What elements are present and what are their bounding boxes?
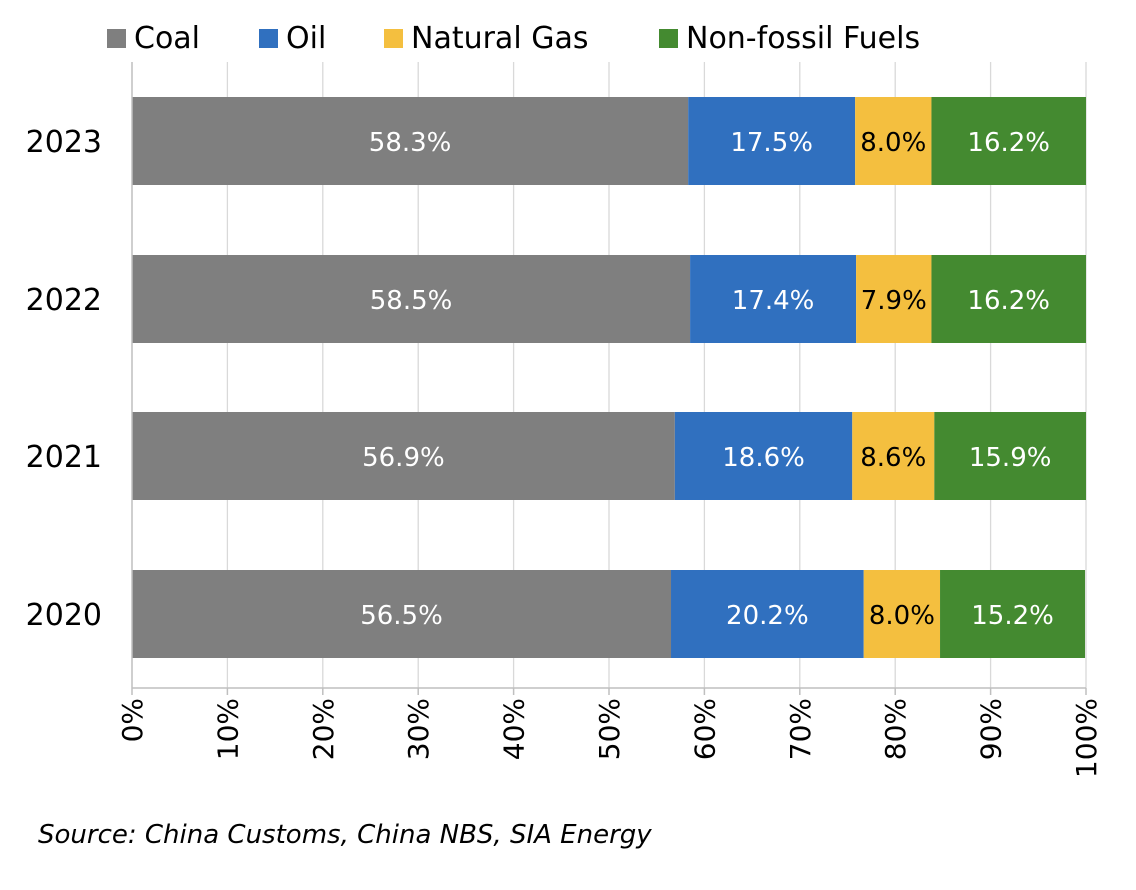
- legend-swatch-coal: [107, 29, 126, 48]
- data-label-oil-2023: 17.5%: [730, 128, 813, 158]
- x-tick-label-20: 20%: [307, 698, 340, 760]
- data-label-non-fossil-fuels-2023: 16.2%: [967, 128, 1050, 158]
- legend-label-coal: Coal: [134, 21, 200, 56]
- y-axis-categories: 2023 2022 2021 2020: [26, 125, 102, 633]
- data-label-non-fossil-fuels-2020: 15.2%: [971, 601, 1054, 631]
- data-label-natural-gas-2022: 7.9%: [861, 286, 927, 316]
- source-note: Source: China Customs, China NBS, SIA En…: [38, 820, 652, 850]
- bar-coal-2020: [132, 570, 672, 658]
- data-label-natural-gas-2020: 8.0%: [869, 601, 935, 631]
- bar-coal-2022: [132, 255, 691, 343]
- data-label-non-fossil-fuels-2021: 15.9%: [969, 443, 1052, 473]
- x-axis: 0% 10% 20% 30% 40% 50% 60% 70% 80% 90% 100%: [116, 62, 1103, 778]
- bar-non-fossil-fuels-2023: [931, 97, 1086, 185]
- legend-label-natural-gas: Natural Gas: [411, 21, 588, 56]
- bar-natural-gas-2021: [852, 412, 935, 500]
- bar-natural-gas-2023: [855, 97, 932, 185]
- data-label-oil-2022: 17.4%: [732, 286, 815, 316]
- x-tick-label-60: 60%: [688, 698, 721, 760]
- bar-non-fossil-fuels-2021: [934, 412, 1086, 500]
- stacked-bars: 58.3% 17.5% 8.0% 16.2% 58.5% 17.4% 7.9% 16.2% 56…: [132, 97, 1086, 658]
- bar-oil-2023: [688, 97, 856, 185]
- legend-swatch-non-fossil-fuels: [659, 29, 678, 48]
- data-label-coal-2020: 56.5%: [360, 601, 443, 631]
- x-tick-label-10: 10%: [211, 698, 244, 760]
- legend-label-non-fossil-fuels: Non-fossil Fuels: [686, 21, 920, 56]
- x-tick-label-80: 80%: [879, 698, 912, 760]
- x-tick-label-50: 50%: [593, 698, 626, 760]
- data-label-oil-2020: 20.2%: [726, 601, 809, 631]
- data-label-non-fossil-fuels-2022: 16.2%: [967, 286, 1050, 316]
- energy-mix-chart: 58.3% 17.5% 8.0% 16.2% 58.5% 17.4% 7.9% 16.2% 56…: [26, 21, 1103, 778]
- data-label-coal-2021: 56.9%: [362, 443, 445, 473]
- x-tick-label-100: 100%: [1070, 698, 1103, 778]
- legend-label-oil: Oil: [286, 21, 326, 56]
- category-label-2023: 2023: [26, 125, 102, 160]
- category-label-2022: 2022: [26, 283, 102, 318]
- bar-coal-2023: [132, 97, 689, 185]
- legend-swatch-natural-gas: [384, 29, 403, 48]
- bar-coal-2021: [132, 412, 675, 500]
- data-label-coal-2022: 58.5%: [370, 286, 453, 316]
- bar-natural-gas-2022: [856, 255, 932, 343]
- x-tick-label-90: 90%: [975, 698, 1008, 760]
- data-label-oil-2021: 18.6%: [722, 443, 805, 473]
- bar-oil-2021: [674, 412, 853, 500]
- x-tick-label-40: 40%: [498, 698, 531, 760]
- bar-non-fossil-fuels-2020: [940, 570, 1086, 658]
- x-tick-label-30: 30%: [402, 698, 435, 760]
- bar-oil-2020: [671, 570, 864, 658]
- bar-non-fossil-fuels-2022: [931, 255, 1086, 343]
- data-label-natural-gas-2021: 8.6%: [860, 443, 926, 473]
- data-label-coal-2023: 58.3%: [369, 128, 452, 158]
- legend: Coal Oil Natural Gas Non-fossil Fuels: [107, 21, 920, 56]
- x-tick-label-0: 0%: [116, 698, 149, 742]
- data-label-natural-gas-2023: 8.0%: [860, 128, 926, 158]
- x-tick-label-70: 70%: [784, 698, 817, 760]
- category-label-2021: 2021: [26, 440, 102, 475]
- bar-natural-gas-2020: [863, 570, 941, 658]
- legend-swatch-oil: [259, 29, 278, 48]
- category-label-2020: 2020: [26, 598, 102, 633]
- bar-oil-2022: [690, 255, 857, 343]
